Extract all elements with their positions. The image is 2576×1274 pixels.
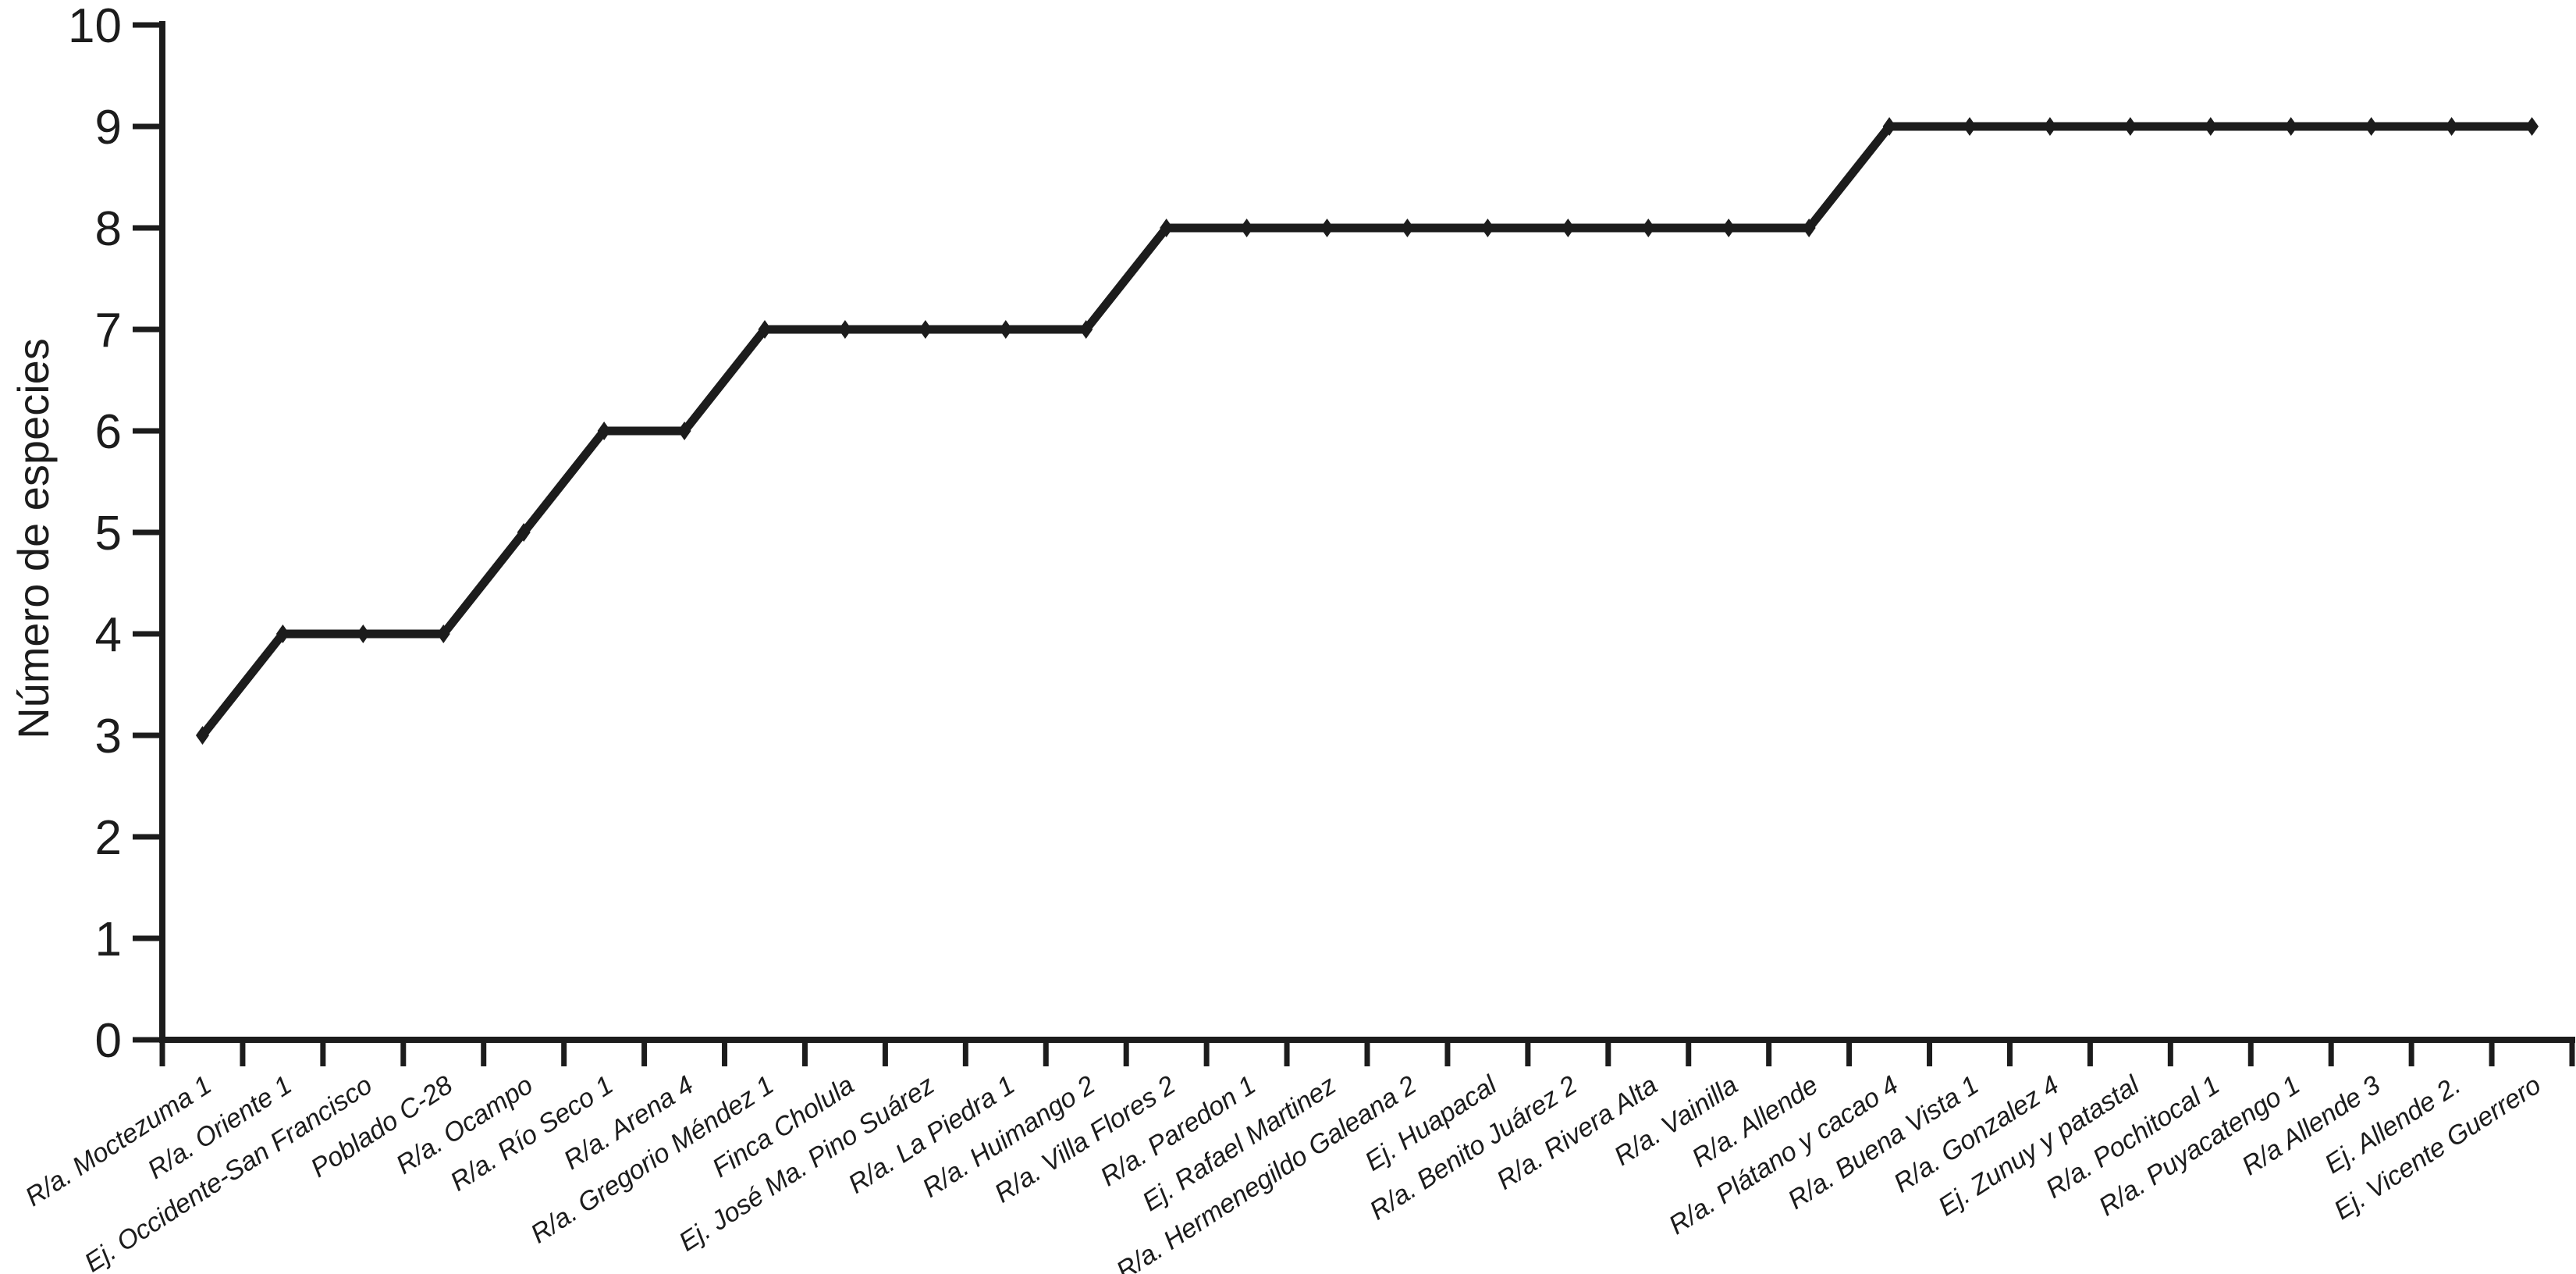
data-point-marker — [436, 625, 450, 643]
data-point-marker — [2204, 117, 2218, 136]
y-axis-title: Número de especies — [9, 338, 58, 739]
y-axis-tick-label: 10 — [68, 0, 122, 53]
data-point-marker — [1320, 219, 1334, 237]
data-point-marker — [838, 320, 852, 339]
y-axis-tick-label: 5 — [95, 507, 122, 560]
series-layer — [195, 117, 2539, 745]
data-point-marker — [2123, 117, 2137, 136]
y-axis-tick-label: 2 — [95, 811, 122, 865]
data-point-marker — [677, 422, 691, 440]
data-point-marker — [1963, 117, 1977, 136]
data-point-marker — [275, 625, 290, 643]
y-axis-tick-label: 0 — [95, 1014, 122, 1068]
data-point-marker — [2043, 117, 2057, 136]
data-point-marker — [1400, 219, 1414, 237]
data-point-marker — [758, 320, 772, 339]
data-point-marker — [2284, 117, 2298, 136]
data-point-marker — [1882, 117, 1896, 136]
axes-layer — [133, 21, 2575, 1066]
y-axis-tick-label: 9 — [95, 101, 122, 155]
data-point-marker — [1079, 320, 1093, 339]
y-axis-tick-label: 1 — [95, 913, 122, 966]
data-point-marker — [1721, 219, 1736, 237]
data-point-marker — [1561, 219, 1575, 237]
data-point-marker — [1480, 219, 1494, 237]
series-line — [199, 122, 2532, 738]
data-point-marker — [999, 320, 1013, 339]
data-point-marker — [195, 726, 209, 745]
data-point-marker — [1641, 219, 1655, 237]
y-axis-tick-label: 6 — [95, 405, 122, 459]
y-axis-tick-label: 3 — [95, 710, 122, 763]
y-axis-tick-label: 4 — [95, 608, 122, 662]
y-axis-tick-label: 7 — [95, 304, 122, 358]
data-point-marker — [918, 320, 933, 339]
data-point-marker — [1160, 219, 1174, 237]
data-point-marker — [2525, 117, 2539, 136]
data-point-marker — [517, 523, 531, 542]
data-point-marker — [1802, 219, 1816, 237]
data-point-marker — [356, 625, 370, 643]
data-point-marker — [2445, 117, 2459, 136]
y-axis-tick-label: 8 — [95, 202, 122, 256]
data-point-marker — [2365, 117, 2379, 136]
data-point-marker — [1240, 219, 1254, 237]
data-point-marker — [597, 422, 611, 440]
